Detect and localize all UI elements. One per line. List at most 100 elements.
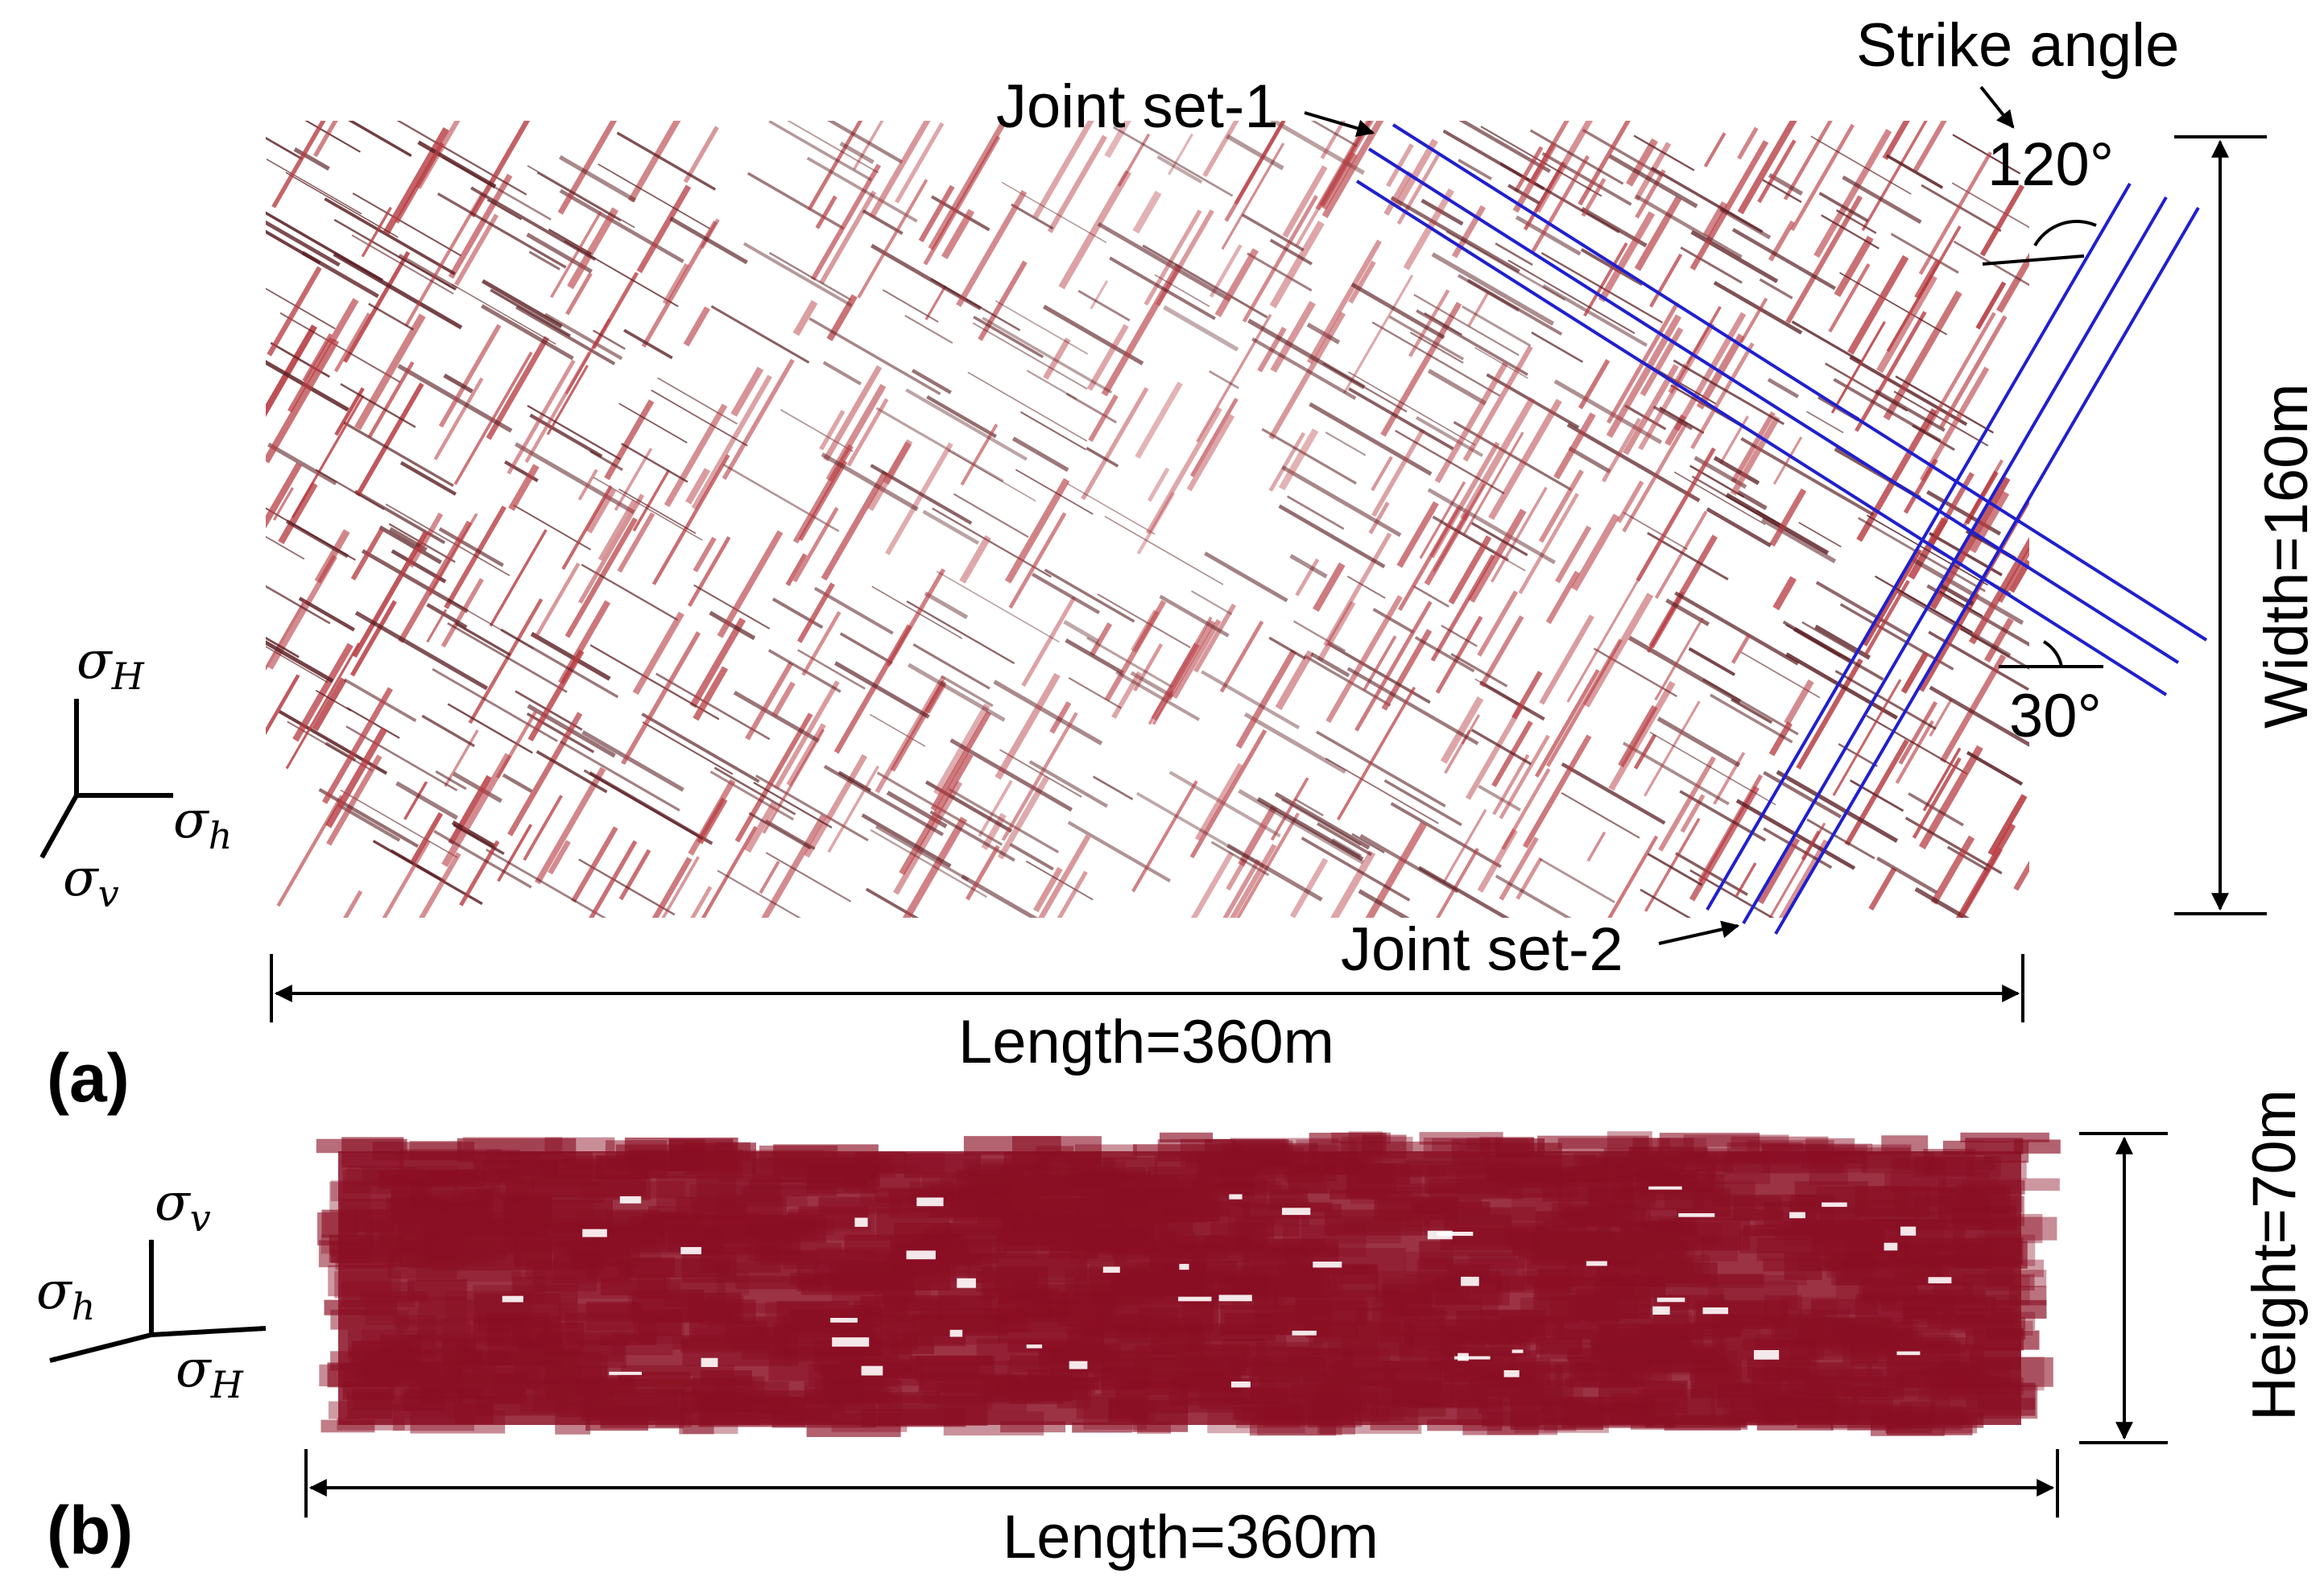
joint-set-2-trace bbox=[1607, 835, 1659, 918]
joint-set-1-trace bbox=[1895, 375, 1994, 434]
joint-set-1-trace bbox=[1026, 370, 1077, 400]
joint-set-2-trace bbox=[1295, 128, 1366, 247]
fracture-patch bbox=[564, 1312, 657, 1343]
joint-set-1-trace bbox=[1278, 504, 1386, 568]
joint-set-1-trace bbox=[1067, 820, 1172, 883]
fracture-patch bbox=[409, 1141, 462, 1161]
fracture-patch bbox=[1991, 1178, 2060, 1191]
joint-set-1-trace bbox=[592, 329, 626, 350]
joint-set-1-trace bbox=[717, 869, 801, 918]
joint-set-1-trace bbox=[1358, 889, 1410, 918]
joint-set-1-trace bbox=[1690, 229, 1779, 283]
joint-set-2-trace bbox=[810, 163, 882, 281]
joint-set-1-trace bbox=[1068, 677, 1122, 709]
fracture-patch bbox=[883, 1295, 992, 1311]
fracture-gap bbox=[1652, 1306, 1670, 1315]
fracture-gap bbox=[1503, 1370, 1520, 1377]
joint-set-1-trace bbox=[1226, 843, 1323, 902]
joint-set-2-trace bbox=[453, 351, 533, 485]
joint-set-1-trace bbox=[1622, 741, 1730, 806]
joint-set-1-trace bbox=[1680, 246, 1743, 284]
fracture-patch bbox=[1162, 1201, 1251, 1216]
joint-set-2-trace bbox=[1086, 324, 1129, 391]
joint-set-1-trace bbox=[1097, 593, 1191, 649]
joint-set-2-trace bbox=[1844, 739, 1909, 846]
joint-set-2-trace bbox=[923, 135, 1001, 266]
angle-120-arc bbox=[2033, 219, 2097, 247]
joint-set-1-trace bbox=[995, 299, 1089, 355]
joint-set-1-trace bbox=[1458, 274, 1520, 312]
fracture-patch bbox=[963, 1136, 1061, 1155]
fracture-patch bbox=[434, 1201, 490, 1212]
joint-set-2-trace bbox=[403, 781, 428, 820]
fracture-patch bbox=[1598, 1324, 1704, 1355]
fracture-patch bbox=[943, 1411, 1044, 1436]
fracture-patch bbox=[1317, 1423, 1422, 1435]
joint-set-2-trace bbox=[1313, 562, 1346, 612]
joint-set-2-trace bbox=[744, 801, 778, 853]
joint-set-2-trace bbox=[636, 184, 692, 274]
joint-set-1-trace bbox=[1159, 594, 1230, 638]
joint-set-2-trace bbox=[1658, 756, 1716, 852]
joint-set-1-trace bbox=[1063, 619, 1100, 644]
joint-set-1-trace bbox=[1875, 389, 1946, 432]
joint-set-2-trace bbox=[1768, 822, 1826, 918]
fracture-patch bbox=[1269, 1189, 1308, 1212]
joint-set-2-trace bbox=[1408, 289, 1450, 357]
fracture-patch bbox=[1933, 1256, 2018, 1266]
joint-set-2-trace bbox=[1644, 817, 1701, 912]
joint-set-1-trace bbox=[1470, 729, 1532, 766]
fracture-patch bbox=[1966, 1160, 2027, 1179]
fracture-patch bbox=[1221, 1142, 1318, 1160]
joint-set-2-trace bbox=[1383, 171, 1413, 216]
length-dimension-b bbox=[304, 1449, 2059, 1518]
fracture-patch bbox=[1987, 1317, 2026, 1340]
joint-set-2-trace bbox=[1654, 617, 1704, 701]
joint-set-1-trace bbox=[529, 413, 603, 458]
fracture-gap bbox=[701, 1357, 718, 1367]
joint-set-1-trace bbox=[515, 305, 616, 365]
joint-set-2-trace bbox=[959, 535, 991, 584]
joint-set-2-trace bbox=[314, 529, 350, 584]
joint-set-2-trace bbox=[1131, 780, 1198, 893]
joint-set-1-trace bbox=[378, 525, 442, 564]
joint-set-1-trace bbox=[1112, 126, 1234, 197]
joint-set-2-trace bbox=[1654, 510, 1708, 600]
joint-set-2-trace bbox=[312, 121, 338, 158]
fracture-patch bbox=[378, 1170, 479, 1183]
fracture-patch bbox=[814, 1377, 864, 1406]
joint-set-1-trace bbox=[1441, 624, 1478, 647]
joint-set-2-trace bbox=[1436, 847, 1479, 918]
joint-set-2-trace bbox=[1224, 121, 1286, 222]
fracture-patch bbox=[1761, 1145, 1867, 1173]
joint-set-2-trace bbox=[1634, 196, 1682, 271]
joint-set-1-trace bbox=[1154, 274, 1210, 308]
joint-set-1-trace bbox=[768, 252, 852, 301]
joint-set-2-trace bbox=[1336, 686, 1416, 821]
joint-set-1-trace bbox=[266, 220, 341, 267]
joint-set-2-trace bbox=[1913, 121, 1947, 172]
joint-set-1-trace bbox=[1731, 228, 1836, 291]
fracture-patch bbox=[994, 1377, 1099, 1390]
fracture-patch bbox=[981, 1373, 1014, 1398]
fracture-patch bbox=[1284, 1266, 1343, 1298]
joint-set-2-trace bbox=[1460, 397, 1536, 521]
joint-set-1-trace bbox=[1542, 284, 1648, 347]
fracture-gap bbox=[502, 1295, 523, 1303]
joint-set-1-trace bbox=[1015, 469, 1094, 515]
joint-set-2-trace bbox=[333, 312, 371, 373]
joint-set-2-trace bbox=[1032, 866, 1063, 913]
fracture-patch bbox=[1809, 1160, 1848, 1185]
sigma-v-axis bbox=[39, 794, 79, 859]
joint-set-1-trace bbox=[443, 373, 473, 394]
joint-set-1-trace bbox=[906, 600, 1015, 664]
joint-set-2-trace bbox=[433, 377, 484, 460]
fracture-patch bbox=[1456, 1169, 1562, 1198]
joint-set-2-trace bbox=[1962, 459, 2004, 528]
fracture-patch bbox=[1233, 1140, 1293, 1158]
joint-set-2-trace bbox=[1731, 634, 1751, 664]
joint-set-1-trace bbox=[1649, 731, 1776, 806]
fracture-patch bbox=[1676, 1209, 1784, 1221]
joint-set-1-trace bbox=[1065, 638, 1124, 675]
